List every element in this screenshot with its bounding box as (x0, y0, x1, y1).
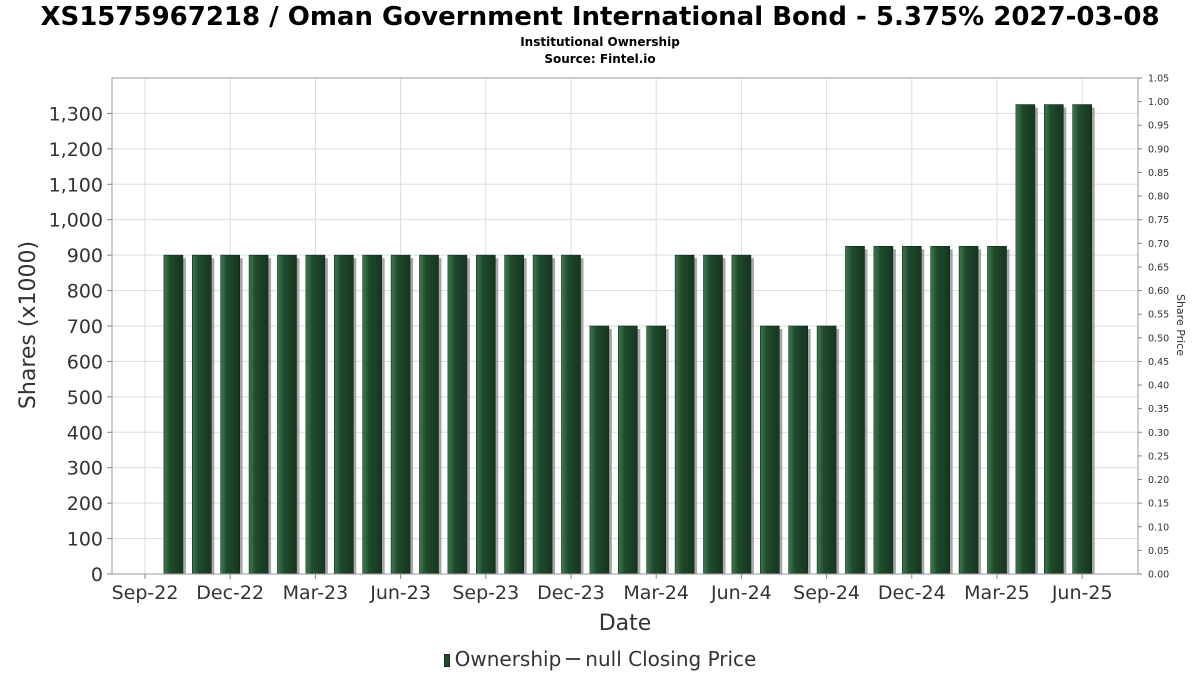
ownership-bar (1015, 104, 1036, 575)
y2-tick-label: 0.20 (1148, 475, 1169, 486)
ownership-bar (987, 245, 1007, 575)
ownership-bar (930, 245, 951, 575)
ownership-bar (788, 325, 809, 575)
y2-tick-label: 0.90 (1148, 144, 1169, 155)
y2-tick-label: 0.80 (1148, 192, 1169, 203)
y2-tick-label: 0.95 (1148, 121, 1169, 132)
ownership-bar (617, 325, 638, 575)
ownership-bar (703, 254, 723, 575)
x-tick-label: Mar-23 (283, 582, 349, 604)
ownership-bar (674, 254, 695, 575)
ownership-bar (646, 325, 667, 575)
y2-axis-label: Share Price (1174, 294, 1187, 356)
price-legend-swatch (566, 658, 581, 660)
y2-tick-label: 0.05 (1148, 546, 1169, 557)
y2-tick-label: 0.70 (1148, 239, 1169, 250)
y2-tick-label: 0.15 (1148, 499, 1169, 510)
y2-tick-label: 0.30 (1148, 428, 1169, 439)
y2-tick-label: 0.25 (1148, 451, 1169, 462)
y-axis-label: Shares (x1000) (16, 241, 41, 409)
x-tick-label: Dec-22 (196, 582, 264, 604)
y2-tick-label: 0.65 (1148, 262, 1169, 273)
chart-source: Source: Fintel.io (544, 52, 656, 66)
ownership-bar (163, 254, 184, 575)
chart-title: XS1575967218 / Oman Government Internati… (40, 2, 1160, 32)
y2-tick-label: 0.35 (1148, 404, 1169, 415)
x-tick-label: Jun-24 (710, 582, 772, 604)
y2-tick-label: 1.05 (1148, 74, 1169, 85)
ownership-bar (816, 325, 837, 575)
y2-tick-label: 0.75 (1148, 215, 1169, 226)
chart-subtitle: Institutional Ownership (520, 35, 680, 49)
x-tick-label: Sep-23 (452, 582, 519, 604)
ownership-bar (873, 245, 894, 575)
axis-layer: 0 100 200 300 400 500 600 700 800 900 1,000 1,100 1,… (49, 74, 1170, 605)
x-tick-label: Mar-24 (623, 582, 689, 604)
ownership-bar (447, 254, 468, 575)
x-tick-label: Dec-24 (878, 582, 946, 604)
ownership-bar (901, 245, 922, 575)
y-tick-label: 300 (67, 458, 103, 480)
x-tick-label: Jun-23 (369, 582, 431, 604)
y2-tick-label: 0.45 (1148, 357, 1169, 368)
y2-tick-label: 1.00 (1148, 97, 1169, 108)
ownership-bar (1072, 104, 1092, 575)
y-tick-label: 100 (67, 529, 103, 551)
y-tick-label: 1,200 (49, 139, 103, 161)
ownership-bar (192, 254, 212, 575)
ownership-bar (277, 254, 297, 575)
y-tick-label: 0 (91, 564, 103, 586)
ownership-bar (305, 254, 326, 575)
ownership-bar (845, 245, 865, 575)
y-tick-label: 900 (67, 245, 103, 267)
y-tick-label: 600 (67, 351, 103, 373)
ownership-bar (333, 254, 354, 575)
x-tick-label: Jun-25 (1051, 582, 1113, 604)
ownership-legend-swatch (443, 654, 450, 667)
ownership-bar (589, 325, 610, 575)
ownership-bar (532, 254, 553, 575)
y2-tick-label: 0.55 (1148, 310, 1169, 321)
y2-tick-label: 0.85 (1148, 168, 1169, 179)
y2-tick-label: 0.40 (1148, 381, 1169, 392)
ownership-bar (475, 254, 496, 575)
ownership-bar (561, 254, 581, 575)
ownership-bar (759, 325, 780, 575)
y-tick-label: 700 (67, 316, 103, 338)
y-tick-label: 1,300 (49, 103, 103, 125)
ownership-bar (390, 254, 411, 575)
ownership-bar (419, 254, 439, 575)
bars-layer (163, 104, 1095, 575)
x-tick-label: Mar-25 (964, 582, 1030, 604)
x-axis-label: Date (599, 611, 652, 636)
ownership-bar (504, 254, 525, 575)
y-tick-label: 400 (67, 422, 103, 444)
ownership-bar (958, 245, 979, 575)
ownership-bar (1044, 104, 1064, 575)
legend: Ownership null Closing Price (0, 647, 1200, 671)
y2-tick-label: 0.10 (1148, 522, 1169, 533)
y-tick-label: 200 (67, 493, 103, 515)
x-tick-label: Sep-24 (793, 582, 860, 604)
ownership-bar (731, 254, 752, 575)
y-tick-label: 1,100 (49, 174, 103, 196)
ownership-bar (248, 254, 269, 575)
y-tick-label: 1,000 (49, 210, 103, 232)
ownership-legend-label: Ownership (454, 647, 562, 671)
x-tick-label: Sep-22 (112, 582, 179, 604)
y-tick-label: 800 (67, 281, 103, 303)
y2-tick-label: 0.00 (1148, 570, 1169, 581)
ownership-bar (362, 254, 383, 575)
x-tick-label: Dec-23 (537, 582, 605, 604)
y2-tick-label: 0.60 (1148, 286, 1169, 297)
y-tick-label: 500 (67, 387, 103, 409)
y2-tick-label: 0.50 (1148, 333, 1169, 344)
ownership-bar (220, 254, 240, 575)
price-legend-label: null Closing Price (585, 647, 757, 671)
